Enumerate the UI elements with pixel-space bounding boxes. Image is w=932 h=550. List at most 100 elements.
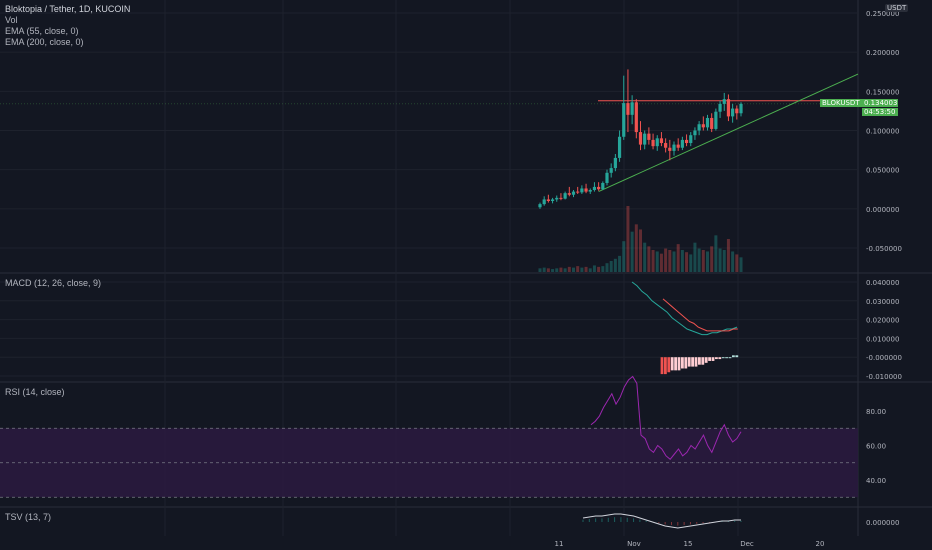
volume-bar — [680, 250, 684, 272]
candle-body — [559, 197, 563, 199]
rsi-line — [590, 375, 742, 461]
candle-body — [576, 191, 580, 193]
candle-body — [626, 103, 630, 115]
volume-bar — [651, 250, 655, 272]
volume-bar — [672, 251, 676, 272]
candle-body — [651, 139, 655, 147]
currency-badge[interactable]: USDT — [885, 4, 909, 12]
time-axis-label: Nov — [627, 540, 641, 548]
legend-vol[interactable]: Vol — [5, 15, 18, 25]
price-axis-label: 0.200000 — [866, 49, 899, 57]
candle-body — [672, 144, 676, 151]
macd-legend[interactable]: MACD (12, 26, close, 9) — [5, 278, 102, 288]
price-axis-label: 0.250000 — [866, 10, 899, 18]
candle-body — [634, 102, 638, 133]
candle-body — [718, 103, 722, 112]
volume-bar — [701, 250, 705, 272]
trend-line — [598, 73, 859, 193]
time-axis-label: 15 — [684, 540, 693, 548]
volume-bar — [555, 268, 559, 272]
volume-bar — [659, 253, 663, 272]
volume-bar — [542, 267, 546, 272]
candle-body — [550, 199, 555, 201]
macd-histogram-bar — [694, 357, 698, 367]
candle-body — [588, 190, 592, 192]
macd-histogram-bar — [711, 357, 715, 361]
price-tag-countdown: 04:53:50 — [862, 108, 898, 116]
macd-histogram-bar — [728, 357, 732, 359]
volume-bar — [634, 224, 638, 272]
volume-bar — [735, 254, 739, 272]
macd-histogram-bar — [721, 357, 725, 359]
volume-bar — [563, 268, 567, 272]
macd-histogram-bar — [718, 357, 722, 360]
price-axis-label: 0.150000 — [866, 88, 899, 96]
volume-bar — [597, 266, 601, 272]
volume-bar — [639, 229, 642, 272]
macd-axis-label: -0.010000 — [866, 373, 902, 381]
tsv-legend[interactable]: TSV (13, 7) — [5, 512, 52, 522]
volume-bar — [592, 265, 596, 272]
volume-bar — [551, 269, 555, 272]
candle-body — [676, 144, 680, 148]
candle-body — [617, 136, 622, 158]
volume-bar — [546, 268, 550, 272]
macd-histogram-bar — [691, 357, 694, 367]
volume-bar — [618, 255, 622, 272]
candle-body — [684, 139, 689, 144]
rsi-legend[interactable]: RSI (14, close) — [5, 387, 65, 397]
volume-bar — [697, 248, 701, 272]
candle-body — [601, 182, 605, 190]
candle-body — [542, 199, 546, 205]
volume-bar — [580, 267, 584, 272]
tsv-line — [582, 513, 741, 529]
candle-body — [739, 103, 743, 114]
candle-body — [664, 143, 668, 148]
legend-ema-200[interactable]: EMA (200, close, 0) — [5, 37, 84, 47]
price-tag-symbol: BLOKUSDT — [820, 99, 862, 107]
legend-ema-55[interactable]: EMA (55, close, 0) — [5, 26, 79, 36]
volume-bar — [726, 239, 730, 272]
time-axis-label: 11 — [555, 540, 564, 548]
macd-histogram-bar — [732, 355, 735, 358]
volume-bar — [655, 251, 659, 272]
candle-body — [538, 204, 542, 208]
volume-bar — [643, 242, 647, 272]
volume-bar — [588, 268, 592, 272]
volume-bar — [630, 231, 634, 272]
macd-histogram-bar — [698, 357, 701, 365]
candle-body — [643, 133, 647, 145]
candle-body — [638, 132, 643, 145]
candle-body — [701, 124, 705, 128]
volume-bar — [689, 254, 693, 272]
symbol-title[interactable]: Bloktopia / Tether, 1D, KUCOIN — [5, 4, 131, 14]
time-axis-label: 20 — [816, 540, 825, 548]
macd-histogram-bar — [660, 357, 664, 375]
candle-body — [609, 168, 613, 173]
candle-body — [563, 193, 567, 199]
volume-bar — [605, 263, 609, 272]
volume-bar — [714, 235, 718, 272]
macd-line — [631, 281, 738, 336]
candle-body — [710, 117, 714, 129]
macd-axis-label: 0.030000 — [866, 298, 899, 306]
price-axis-label: 0.050000 — [866, 167, 899, 175]
candle-body — [714, 111, 718, 129]
macd-histogram-bar — [708, 357, 711, 361]
volume-bar — [622, 241, 626, 272]
rsi-axis-label: 40.00 — [866, 477, 886, 485]
candle-body — [555, 197, 559, 200]
volume-bar — [601, 266, 605, 272]
volume-bar — [626, 206, 630, 272]
candle-body — [659, 138, 664, 144]
price-axis-label: -0.050000 — [866, 245, 902, 253]
volume-bar — [609, 261, 613, 272]
candle-body — [722, 99, 726, 104]
macd-histogram-bar — [667, 357, 671, 373]
candle-body — [689, 135, 693, 144]
macd-histogram-bar — [684, 357, 688, 369]
macd-histogram-bar — [681, 357, 684, 369]
macd-axis-label: -0.000000 — [866, 354, 902, 362]
macd-histogram-bar — [701, 357, 705, 365]
